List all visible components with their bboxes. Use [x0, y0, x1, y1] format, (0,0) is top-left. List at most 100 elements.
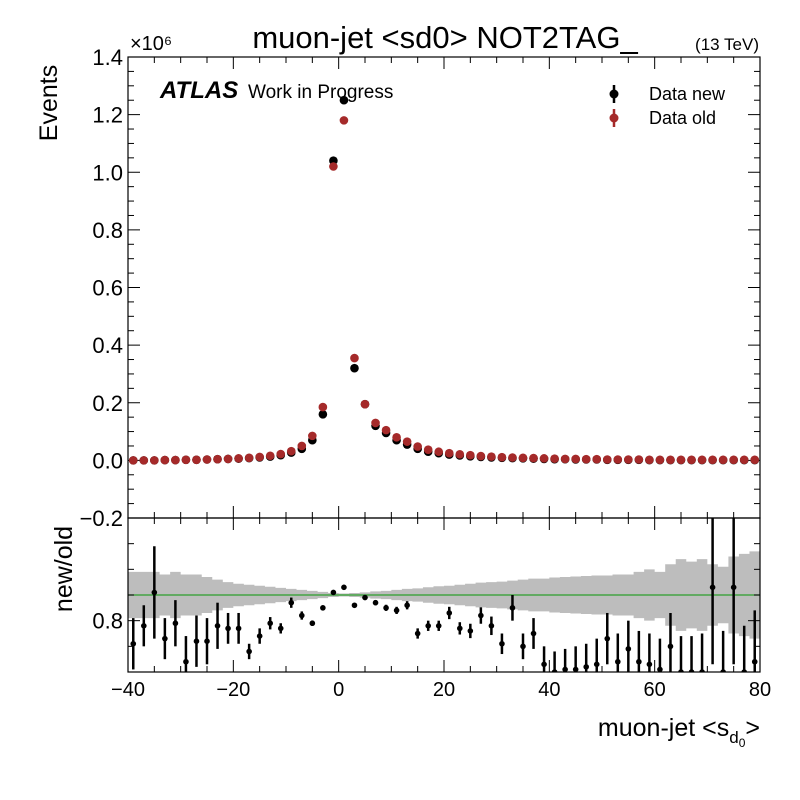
ratio-point [393, 606, 400, 614]
ratio-point [362, 594, 368, 601]
ratio-point [720, 630, 726, 672]
ratio-point [667, 612, 674, 672]
data-old-point [192, 455, 201, 465]
data-old-point [181, 455, 191, 465]
ratio-point [414, 628, 421, 639]
main-ytick-label: 0.6 [92, 276, 123, 301]
data-old-point [244, 453, 254, 463]
ratio-point [541, 646, 547, 672]
data-old-point [655, 455, 665, 465]
ratio-point [162, 618, 168, 660]
data-old-point [455, 450, 465, 459]
data-old-point [508, 453, 517, 462]
data-old-point [697, 455, 707, 465]
ratio-point [267, 617, 274, 630]
data-old-point [392, 433, 401, 442]
x-axis-label-sub: d [729, 728, 738, 747]
data-old-point [308, 431, 317, 441]
data-old-point [444, 448, 454, 458]
ratio-point [741, 625, 747, 672]
xtick-label: −40 [111, 679, 145, 701]
ratio-point [457, 622, 463, 635]
data-old-point [434, 447, 444, 457]
data-new-point [350, 363, 359, 373]
atlas-label: ATLAS [159, 77, 238, 104]
ratio-panel: 0.8 −40 −20 0 20 40 60 80 [92, 517, 771, 701]
ratio-point [183, 636, 189, 672]
data-new-point [318, 409, 328, 419]
main-ytick-label: 0.2 [92, 391, 123, 416]
data-old-point [624, 455, 633, 464]
data-old-point [518, 453, 528, 463]
ratio-plot-area [128, 518, 760, 672]
data-old-point [718, 455, 728, 465]
energy-label: (13 TeV) [695, 35, 759, 54]
data-old-point [234, 454, 243, 463]
ratio-point [235, 612, 242, 644]
data-old-point [466, 450, 475, 460]
ratio-point [214, 602, 221, 649]
y-axis-label-main: Events [35, 65, 63, 141]
main-panel: −0.2 0.0 0.2 0.4 0.6 0.8 1.0 1.2 1.4 [80, 45, 761, 531]
data-old-point [687, 455, 696, 465]
x-axis-label-end: > [745, 714, 760, 742]
ratio-point [488, 616, 495, 636]
x-axis-label-subsub: 0 [739, 736, 746, 750]
data-old-point [160, 455, 170, 465]
main-ytick-label: 0.8 [92, 218, 123, 243]
main-ytick-label: 0.4 [92, 333, 123, 358]
ratio-point [604, 612, 611, 665]
xtick-label: 80 [749, 679, 771, 701]
data-old-point [381, 425, 391, 435]
xtick-label: 60 [644, 679, 666, 701]
ratio-point [699, 633, 705, 672]
data-old-point [634, 455, 644, 464]
main-ytick-label: 1.0 [92, 160, 123, 185]
ratio-point [383, 604, 389, 611]
legend: Data new Data old [609, 84, 726, 128]
data-old-point [676, 455, 686, 465]
ratio-point [730, 518, 737, 665]
data-old-point [265, 451, 275, 461]
data-old-point [255, 452, 264, 462]
ratio-point [288, 597, 295, 608]
ratio-point [141, 605, 147, 647]
ratio-point [372, 599, 379, 606]
main-ytick-label: −0.2 [80, 506, 123, 531]
ratio-point [172, 600, 179, 647]
ratio-point [562, 648, 568, 672]
data-old-point [402, 437, 412, 446]
data-old-point [318, 402, 328, 412]
ratio-point [256, 628, 263, 644]
data-old-point [150, 456, 159, 465]
data-old-point [223, 454, 233, 464]
ratio-point [446, 606, 453, 620]
xtick-label: −20 [216, 679, 250, 701]
data-old-point [750, 455, 760, 465]
y-multiplier-label: ×10⁶ [130, 33, 172, 55]
ratio-point [151, 546, 158, 639]
data-old-point [286, 446, 296, 456]
data-new-point [339, 95, 349, 105]
data-old-point [645, 455, 654, 465]
x-axis-label: muon-jet <sd0> [598, 714, 760, 750]
ratio-point [751, 610, 758, 672]
ratio-point [709, 518, 716, 665]
ratio-point [509, 595, 516, 621]
ratio-point [425, 620, 432, 631]
ratio-point [467, 623, 474, 639]
ratio-point [277, 623, 284, 634]
ratio-point [593, 638, 600, 672]
data-old-point [497, 452, 507, 462]
ratio-point [299, 611, 305, 620]
data-old-point [666, 455, 675, 465]
data-old-point [213, 454, 222, 464]
main-ytick-label: 0.0 [92, 448, 123, 473]
data-old-point [613, 455, 623, 464]
ratio-point [478, 607, 484, 624]
data-old-point [423, 445, 433, 455]
data-old-point [297, 441, 307, 451]
data-old-point [371, 418, 380, 428]
ratio-ytick-label: 0.8 [92, 609, 123, 634]
